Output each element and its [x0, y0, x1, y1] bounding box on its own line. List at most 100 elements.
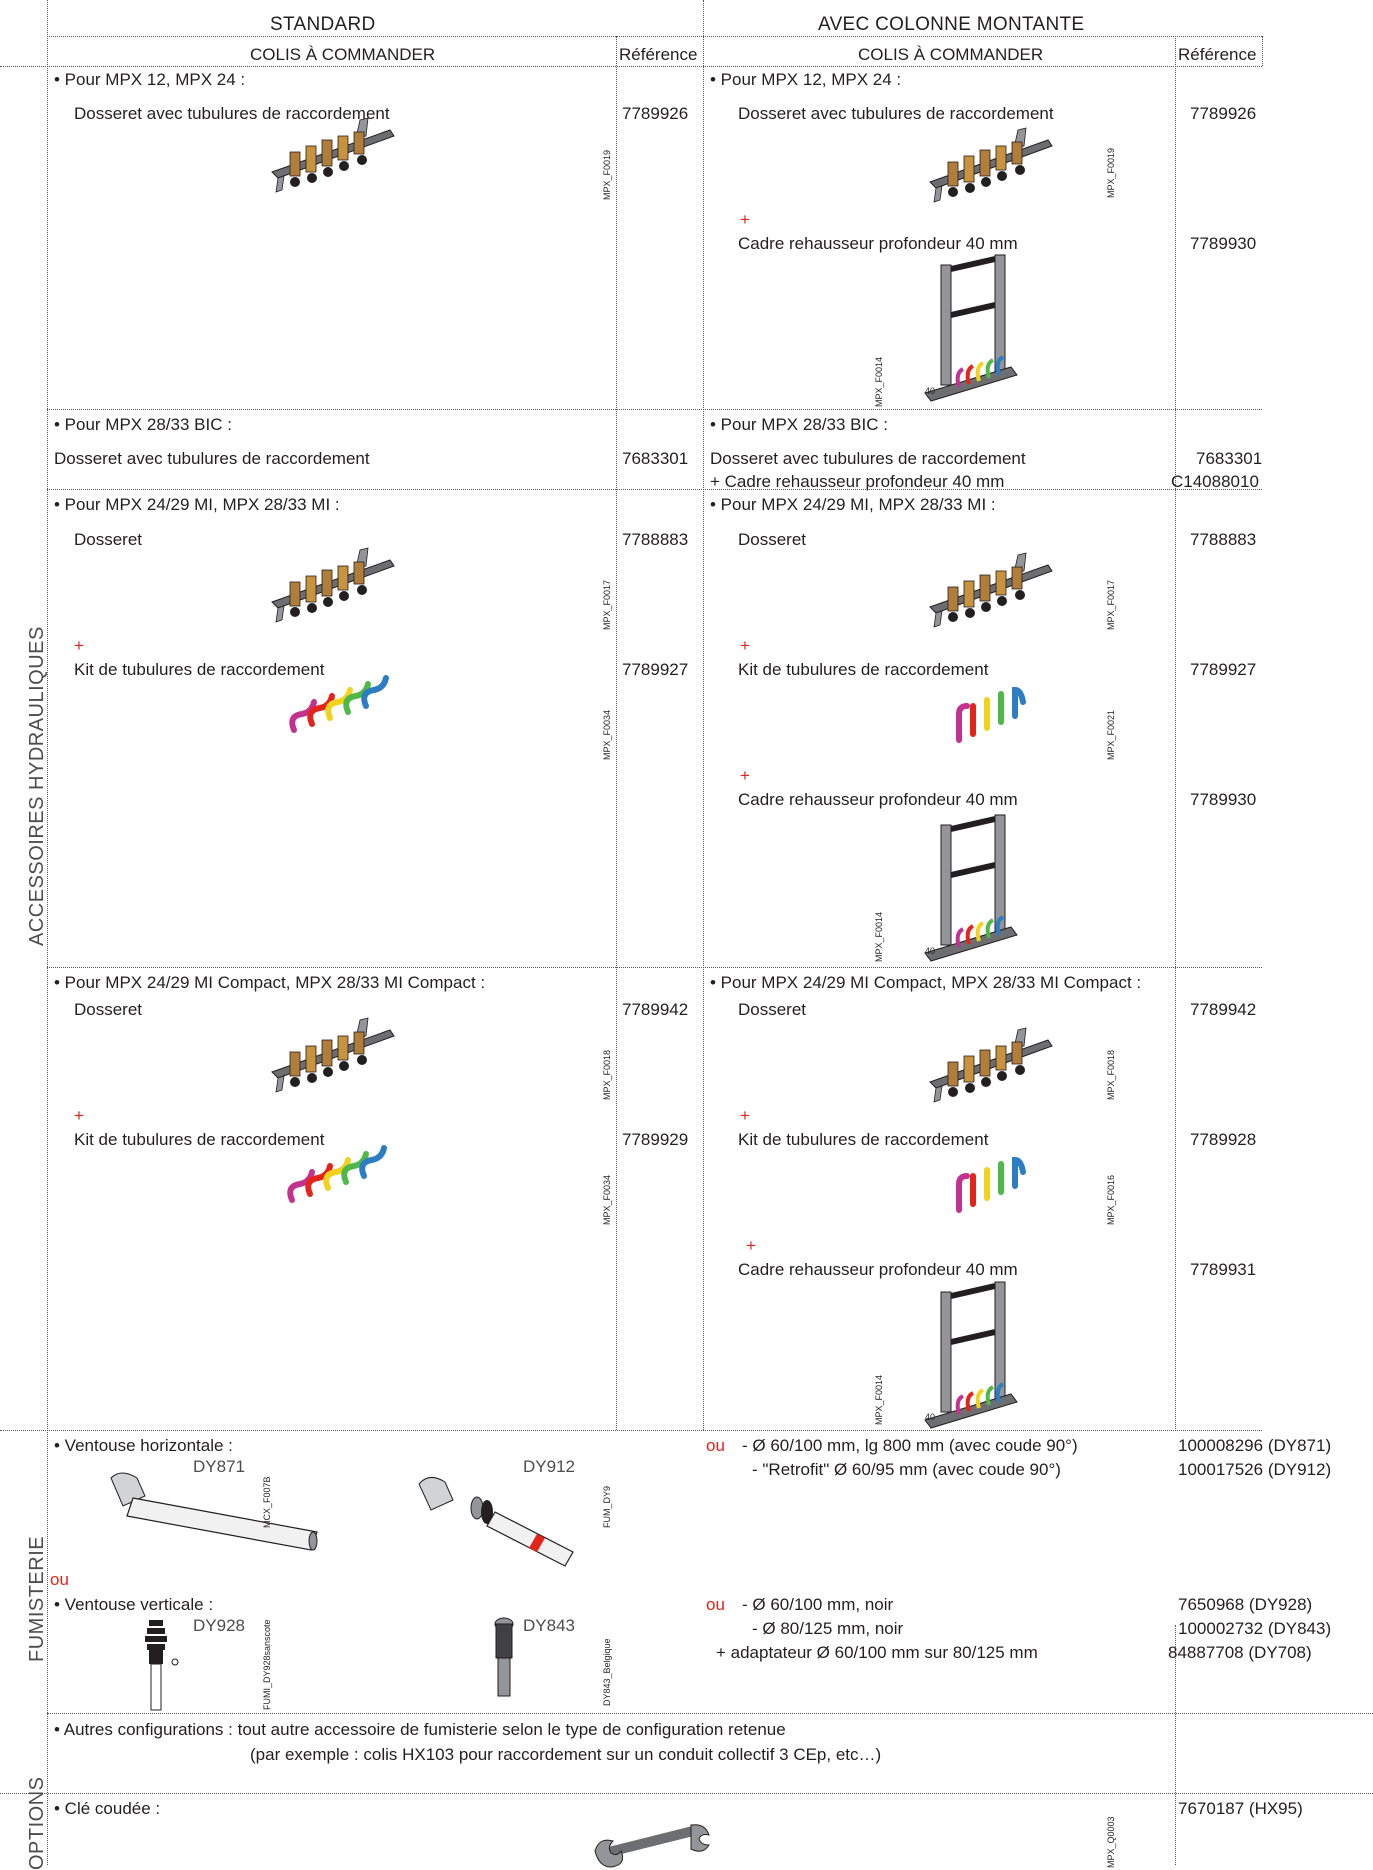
r1-col-ref2: 7789930 [1190, 234, 1257, 253]
fumi-vert-title: • Ventouse verticale : [54, 1595, 214, 1614]
r3-col-item: Dosseret [738, 530, 807, 549]
cadre-depth: 40 [925, 1412, 936, 1422]
r3-std-code2: MPX_F0034 [602, 709, 612, 760]
r3-std-title: • Pour MPX 24/29 MI, MPX 28/33 MI : [54, 495, 340, 514]
r4-col-item: Dosseret [738, 1000, 807, 1019]
tubes-illustration [955, 1160, 1035, 1220]
r4-col-ref2: 7789928 [1190, 1130, 1257, 1149]
plus-sign: + [740, 210, 750, 229]
r4-col-code2: MPX_F0016 [1106, 1174, 1116, 1225]
r3-col-ref: 7788883 [1190, 530, 1257, 549]
r4-std-ref: 7789942 [622, 1000, 689, 1019]
cle-coudee-code: MPX_Q0003 [1106, 1816, 1116, 1868]
r4-col-item3: Cadre rehausseur profondeur 40 mm [738, 1260, 1018, 1279]
plus-sign: + [746, 1236, 756, 1255]
r4-col-ref3: 7789931 [1190, 1260, 1257, 1279]
r3-col-item3: Cadre rehausseur profondeur 40 mm [738, 790, 1018, 809]
r1-col-code2: MPX_F0014 [874, 356, 884, 407]
dy912-code: FUM_DY9 [602, 1485, 612, 1528]
r2-col-item: Dosseret avec tubulures de raccordement [710, 449, 1026, 468]
grid-line [0, 66, 1262, 67]
r1-std-item: Dosseret avec tubulures de raccordement [74, 104, 390, 123]
grid-line [1175, 1625, 1176, 1865]
cle-coudee-title: • Clé coudée : [54, 1799, 161, 1818]
grid-line [703, 0, 704, 1430]
header-colis-standard: COLIS À COMMANDER [250, 45, 436, 64]
ventouse-verticale-dy928-illustration [145, 1620, 179, 1711]
grid-line [47, 1713, 1373, 1714]
cadre-illustration [925, 255, 1025, 405]
r1-col-ref: 7789926 [1190, 104, 1257, 123]
plus-sign: + [74, 636, 84, 655]
dosseret-illustration [271, 547, 395, 623]
grid-line [47, 489, 1262, 490]
r4-col-title: • Pour MPX 24/29 MI Compact, MPX 28/33 M… [710, 973, 1142, 992]
r2-col-item2: + Cadre rehausseur profondeur 40 mm [710, 472, 1005, 491]
r4-std-code: MPX_F0018 [602, 1049, 612, 1100]
r3-std-code: MPX_F0017 [602, 579, 612, 630]
r2-col-title: • Pour MPX 28/33 BIC : [710, 415, 888, 434]
grid-line [616, 36, 617, 1430]
v-opt2: - Ø 80/125 mm, noir [752, 1619, 904, 1638]
h-opt2: - "Retrofit" Ø 60/95 mm (avec coude 90°) [752, 1460, 1061, 1479]
cadre-depth: 40 [925, 946, 936, 956]
dosseret-illustration [271, 1017, 395, 1093]
r1-col-item: Dosseret avec tubulures de raccordement [738, 104, 1054, 123]
dosseret-illustration [271, 117, 395, 193]
r4-std-ref2: 7789929 [622, 1130, 689, 1149]
side-label-options: OPTIONS [26, 1776, 48, 1870]
r4-std-code2: MPX_F0034 [602, 1174, 612, 1225]
plus-sign: + [740, 766, 750, 785]
ou-label: ou [706, 1595, 725, 1614]
r1-std-code: MPX_F0019 [602, 149, 612, 200]
cadre-depth: 40 [925, 386, 936, 396]
dosseret-illustration [929, 127, 1053, 203]
side-label-accessoires: ACCESSOIRES HYDRAULIQUES [26, 626, 48, 946]
fumi-horiz-title: • Ventouse horizontale : [54, 1436, 233, 1455]
header-standard: STANDARD [270, 14, 376, 35]
v-ref3: 84887708 (DY708) [1168, 1643, 1312, 1662]
grid-line [1175, 36, 1176, 1431]
r4-std-item: Dosseret [74, 1000, 143, 1019]
h-ref2: 100017526 (DY912) [1178, 1460, 1332, 1479]
r4-col-code3: MPX_F0014 [874, 1374, 884, 1425]
grid-line [0, 1793, 1373, 1794]
grid-line [47, 409, 1262, 410]
v-ref2: 100002732 (DY843) [1178, 1619, 1332, 1638]
dy871-code: MCX_F007B [262, 1476, 272, 1528]
ventouse-verticale-dy843-illustration [494, 1617, 514, 1697]
grid-line [47, 36, 1262, 37]
side-label-fumisterie: FUMISTERIE [26, 1535, 48, 1662]
r3-col-item2: Kit de tubulures de raccordement [738, 660, 989, 679]
r3-std-ref: 7788883 [622, 530, 689, 549]
r2-col-ref2: C14088010 [1171, 472, 1259, 491]
dy843-code: DY843_Belgique [602, 1638, 612, 1706]
dosseret-illustration [929, 552, 1053, 628]
cadre-illustration [925, 815, 1025, 965]
dy928-code: FUMI_DY928sanscote [262, 1619, 272, 1710]
h-opt1: - Ø 60/100 mm, lg 800 mm (avec coude 90°… [742, 1436, 1078, 1455]
dy843-label: DY843 [523, 1616, 575, 1635]
r4-col-item2: Kit de tubulures de raccordement [738, 1130, 989, 1149]
r2-std-title: • Pour MPX 28/33 BIC : [54, 415, 232, 434]
dy928-label: DY928 [193, 1616, 245, 1635]
r3-std-ref2: 7789927 [622, 660, 689, 679]
r1-std-title: • Pour MPX 12, MPX 24 : [54, 70, 246, 89]
dosseret-illustration [929, 1027, 1053, 1103]
ou-label: ou [50, 1570, 69, 1589]
grid-line [47, 967, 1262, 968]
v-opt3: + adaptateur Ø 60/100 mm sur 80/125 mm [716, 1643, 1038, 1662]
ventouse-horizontale-dy912-illustration [418, 1477, 574, 1567]
r4-std-title: • Pour MPX 24/29 MI Compact, MPX 28/33 M… [54, 973, 486, 992]
r3-col-title: • Pour MPX 24/29 MI, MPX 28/33 MI : [710, 495, 996, 514]
header-reference-standard: Référence [619, 45, 698, 64]
dy871-label: DY871 [193, 1457, 245, 1476]
header-colonne-montante: AVEC COLONNE MONTANTE [818, 14, 1085, 35]
v-ref1: 7650968 (DY928) [1178, 1595, 1313, 1614]
r3-std-item2: Kit de tubulures de raccordement [74, 660, 325, 679]
ou-label: ou [706, 1436, 725, 1455]
r1-col-title: • Pour MPX 12, MPX 24 : [710, 70, 902, 89]
r3-col-ref3: 7789930 [1190, 790, 1257, 809]
ventouse-horizontale-dy871-illustration [110, 1472, 318, 1551]
h-ref1: 100008296 (DY871) [1178, 1436, 1332, 1455]
